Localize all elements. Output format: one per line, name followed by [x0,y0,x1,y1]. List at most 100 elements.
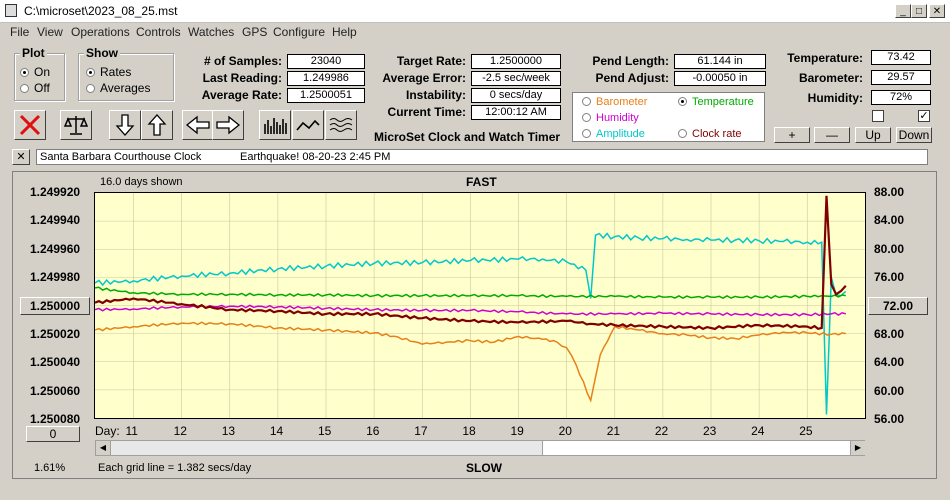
note-event: Earthquake! 08-20-23 2:45 PM [240,151,391,163]
arrow-right-icon [216,115,241,135]
x-tick-label: 14 [269,424,284,438]
y-right-tick: 56.00 [874,412,905,426]
series-temperature [95,286,846,300]
clock-rate-radio[interactable]: Clock rate [678,128,742,140]
radio-dot-icon [86,84,95,93]
scale-down-button[interactable]: Down [896,127,932,143]
red-x-icon [19,114,41,136]
y-right-tick: 64.00 [874,355,905,369]
target-rate-field[interactable]: 1.2500000 [471,54,561,69]
temperature-field: 73.42 [871,50,931,65]
scale-plus-button[interactable]: + [774,127,810,143]
right-checkbox[interactable]: ✓ [918,110,930,122]
histogram-button[interactable] [259,110,291,140]
y-left-tick: 1.250080 [30,412,81,426]
last-reading-field: 1.249986 [287,71,365,86]
grid-note: Each grid line = 1.382 secs/day [98,462,252,474]
fast-label: FAST [466,175,497,189]
radio-dot-icon [582,97,591,106]
line-graph-icon [296,119,320,131]
series-clock-rate [95,195,847,331]
menu-view[interactable]: View [37,25,63,39]
center-rate-button[interactable]: 1.250000 [20,297,90,315]
humidity-radio[interactable]: Humidity [582,112,639,124]
menu-watches[interactable]: Watches [188,25,235,39]
menu-gps[interactable]: GPS [242,25,268,39]
arrow-up-icon [147,114,167,136]
plot-area[interactable] [94,192,866,419]
menu-operations[interactable]: Operations [71,25,130,39]
current-time-field: 12:00:12 AM [471,105,561,120]
barometer-radio[interactable]: Barometer [582,96,647,108]
balance-button[interactable] [60,110,92,140]
zero-button[interactable]: 0 [26,426,80,442]
barometer-field: 29.57 [871,70,931,85]
left-arrow-button[interactable] [182,110,214,140]
scale-minus-button[interactable]: — [814,127,850,143]
x-tick-label: 15 [318,424,332,438]
menu-help[interactable]: Help [332,25,357,39]
wave-graph-button[interactable] [325,110,357,140]
instability-label: Instability: [405,88,466,102]
balance-scale-icon [63,116,89,135]
plot-group-label: Plot [20,46,47,60]
right-center-button[interactable]: 72.00 [868,297,928,315]
x-tick-label: 20 [558,424,572,438]
day-axis-label: Day: [95,424,120,438]
days-shown: 16.0 days shown [100,176,183,188]
series-amplitude [95,232,847,415]
humidity-label: Humidity: [807,91,863,105]
humidity-field: 72% [871,90,931,105]
x-tick-label: 22 [654,424,669,438]
y-left-tick: 1.250060 [30,384,81,398]
barometer-label: Barometer: [798,71,863,85]
line-graph-button[interactable] [292,110,324,140]
menu-controls[interactable]: Controls [136,25,181,39]
scrollbar-left-arrow[interactable]: ◀ [96,441,111,455]
down-arrow-button[interactable] [109,110,141,140]
pend-adjust-field[interactable]: -0.00050 in [674,71,766,86]
x-tick-label: 23 [703,424,717,438]
note-close-button[interactable]: ✕ [12,149,30,165]
menu-bar: File View Operations Controls Watches GP… [0,22,950,42]
average-error-field: -2.5 sec/week [471,71,561,86]
arrow-down-icon [115,114,135,136]
scale-up-button[interactable]: Up [855,127,891,143]
close-button[interactable]: ✕ [929,4,945,18]
scrollbar-thumb[interactable] [542,441,851,455]
show-group-label: Show [84,46,120,60]
scrollbar-right-arrow[interactable]: ▶ [850,441,865,455]
plot-on-radio[interactable]: On [20,65,50,79]
x-tick-label: 17 [414,424,428,438]
y-left-tick: 1.250020 [30,327,81,341]
note-clock-name: Santa Barbara Courthouse Clock [40,151,202,163]
series-barometer [95,321,846,403]
stop-button[interactable] [14,110,46,140]
temperature-radio[interactable]: Temperature [678,96,754,108]
note-field[interactable]: Santa Barbara Courthouse Clock Earthquak… [36,149,928,165]
x-tick-label: 25 [799,424,813,438]
horizontal-scrollbar[interactable]: ◀ ▶ [95,440,865,456]
plot-off-radio[interactable]: Off [20,81,50,95]
current-time-label: Current Time: [387,105,466,119]
chart-panel [12,171,937,479]
target-rate-label: Target Rate: [396,54,466,68]
show-averages-radio[interactable]: Averages [86,81,150,95]
minimize-button[interactable]: _ [895,4,911,18]
radio-dot-icon [678,129,687,138]
slow-label: SLOW [466,461,502,475]
up-arrow-button[interactable] [141,110,173,140]
left-checkbox[interactable] [872,110,884,122]
pend-length-field[interactable]: 61.144 in [674,54,766,69]
maximize-button[interactable]: □ [911,4,927,18]
average-rate-label: Average Rate: [201,88,282,102]
y-left-tick: 1.249980 [30,270,81,284]
menu-configure[interactable]: Configure [273,25,326,39]
amplitude-radio[interactable]: Amplitude [582,128,645,140]
menu-file[interactable]: File [10,25,30,39]
arrow-left-icon [185,115,210,135]
show-rates-radio[interactable]: Rates [86,65,131,79]
average-error-label: Average Error: [382,71,466,85]
radio-dot-icon [582,113,591,122]
right-arrow-button[interactable] [212,110,244,140]
